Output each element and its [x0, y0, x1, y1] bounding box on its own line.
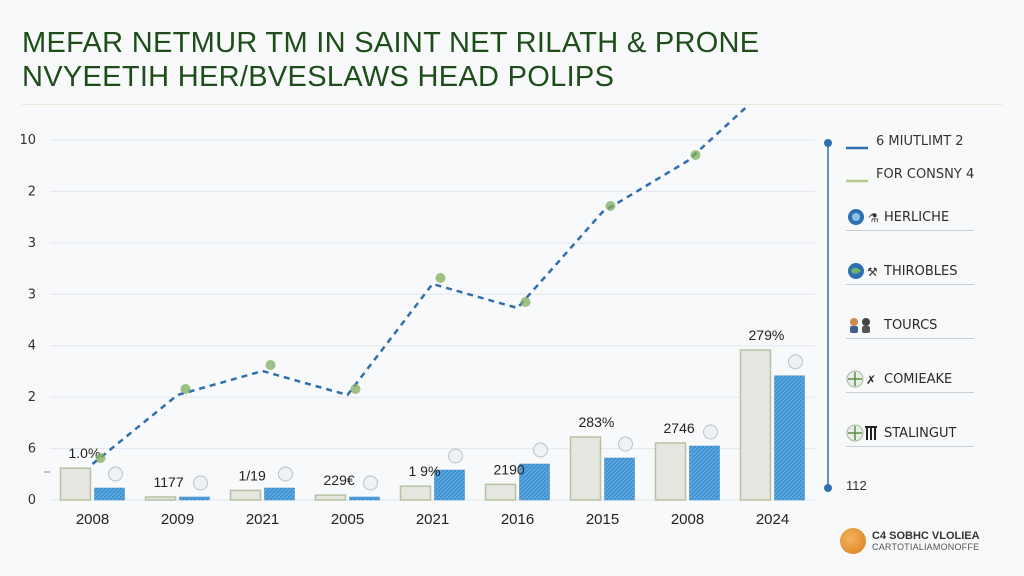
trend-line — [91, 105, 749, 465]
svg-text:✗: ✗ — [866, 373, 876, 387]
legend-series-a-label: 6 MIUTLIMT 2 — [876, 134, 964, 149]
bar-series-b — [519, 463, 550, 501]
title-line-2: NVYEETIH HER/BVESLAWS HEAD POLIPS — [22, 61, 615, 93]
data-badge-icon — [108, 466, 123, 482]
data-badge-icon — [533, 442, 548, 458]
bar-series-a — [739, 349, 772, 501]
x-tick-label: 2005 — [331, 511, 364, 528]
y-tick-label: 10 — [19, 133, 36, 148]
building-icon — [846, 421, 884, 445]
legend-item-label: THIROBLES — [884, 263, 958, 279]
bar-series-a — [144, 496, 177, 501]
x-tick-label: 2009 — [161, 511, 194, 528]
trend-leaf-icon — [605, 201, 616, 211]
bar-series-a — [484, 483, 517, 501]
bar-series-a — [654, 442, 687, 501]
bar-series-b — [689, 445, 720, 501]
bar-series-b — [349, 496, 380, 501]
data-badge-icon — [363, 475, 378, 491]
y-tick-label: 6 — [28, 442, 36, 457]
data-label: 283% — [579, 414, 615, 430]
y-tick-label: 3 — [28, 236, 36, 251]
legend-axis-dot — [824, 484, 832, 492]
x-tick-label: 2021 — [416, 511, 449, 528]
data-badge-icon — [788, 354, 803, 370]
trend-leaf-icon — [690, 150, 701, 160]
legend-series-b-label: FOR CONSNY 4 — [876, 167, 975, 182]
bar-series-b — [434, 469, 465, 501]
data-label: 1.0% — [69, 445, 101, 461]
y-tick-label: 2 — [28, 390, 36, 405]
svg-text:⚗: ⚗ — [868, 211, 878, 225]
data-label: 2190 — [494, 461, 525, 477]
x-tick-label: 2016 — [501, 511, 534, 528]
title-line-1: MEFAR NETMUR TM IN SAINT NET RILATH & PR… — [22, 27, 760, 59]
trend-leaf-icon — [350, 384, 361, 394]
bar-series-b — [264, 487, 295, 501]
y-tick-label: 2 — [28, 184, 36, 199]
legend-bottom-value: 112 — [846, 478, 867, 493]
globe-icon: ⚗ — [846, 205, 884, 229]
data-label: 229€ — [324, 472, 355, 488]
footer-line-2: CARTOTIALIAMONOFFE — [872, 541, 980, 552]
legend-item-herliche: ⚗ HERLICHE — [846, 204, 974, 231]
data-label: 1 9% — [409, 463, 441, 479]
data-label: 279% — [749, 327, 785, 343]
trend-leaf-icon — [95, 453, 106, 463]
bar-series-a — [399, 485, 432, 501]
legend-item-label: TOURCS — [884, 317, 938, 333]
scale-icon: ✗ — [846, 367, 884, 391]
legend-item-label: COMIEAKE — [884, 371, 953, 387]
globe-icon: ⚒ — [846, 259, 884, 283]
x-tick-label: 2008 — [76, 511, 109, 528]
svg-text:⚒: ⚒ — [867, 265, 878, 279]
legend-item-comieake: ✗ COMIEAKE — [846, 366, 974, 393]
people-icon — [846, 313, 884, 337]
data-badge-icon — [618, 436, 633, 452]
x-tick-label: 2024 — [756, 511, 789, 528]
footer-line-1: C4 SOBHC VLOLIEA — [872, 529, 980, 542]
data-badge-icon — [703, 424, 718, 440]
trend-leaf-icon — [435, 273, 446, 283]
bar-series-a — [569, 436, 602, 501]
y-tick-label: 3 — [28, 287, 36, 302]
data-label: 1177 — [154, 474, 184, 490]
x-tick-label: 2021 — [246, 511, 279, 528]
bar-series-b — [604, 457, 635, 501]
data-badge-icon — [448, 448, 463, 464]
legend-item-stalingut: STALINGUT — [846, 420, 974, 447]
y-tick-label: 4 — [28, 339, 36, 354]
page-title: MEFAR NETMUR TM IN SAINT NET RILATH & PR… — [22, 26, 759, 94]
data-badge-icon — [193, 475, 208, 491]
y-tick-label: 0 — [28, 493, 36, 508]
trend-leaf-icon — [180, 384, 191, 394]
bar-series-b — [94, 487, 125, 501]
bar-series-b — [179, 496, 210, 501]
bar-series-a — [59, 467, 92, 501]
bar-series-a — [229, 489, 262, 501]
data-badge-icon — [278, 466, 293, 482]
x-tick-label: 2008 — [671, 511, 704, 528]
x-tick-label: 2015 — [586, 511, 619, 528]
legend-item-thiroble: ⚒ THIROBLES — [846, 258, 974, 285]
title-divider — [22, 104, 1002, 105]
data-label: 2746 — [664, 420, 695, 436]
legend-axis-dot — [824, 139, 832, 147]
bar-series-b — [774, 375, 805, 501]
legend-item-tourcs: TOURCS — [846, 312, 974, 339]
legend-item-label: STALINGUT — [884, 425, 957, 441]
trend-leaf-icon — [520, 297, 531, 307]
bar-series-a — [314, 494, 347, 501]
footer-brand: C4 SOBHC VLOLIEA CARTOTIALIAMONOFFE — [840, 528, 1010, 554]
legend-item-label: HERLICHE — [884, 209, 950, 225]
data-label: 1/19 — [239, 467, 266, 483]
brand-logo-icon — [840, 528, 866, 554]
trend-leaf-icon — [265, 360, 276, 370]
